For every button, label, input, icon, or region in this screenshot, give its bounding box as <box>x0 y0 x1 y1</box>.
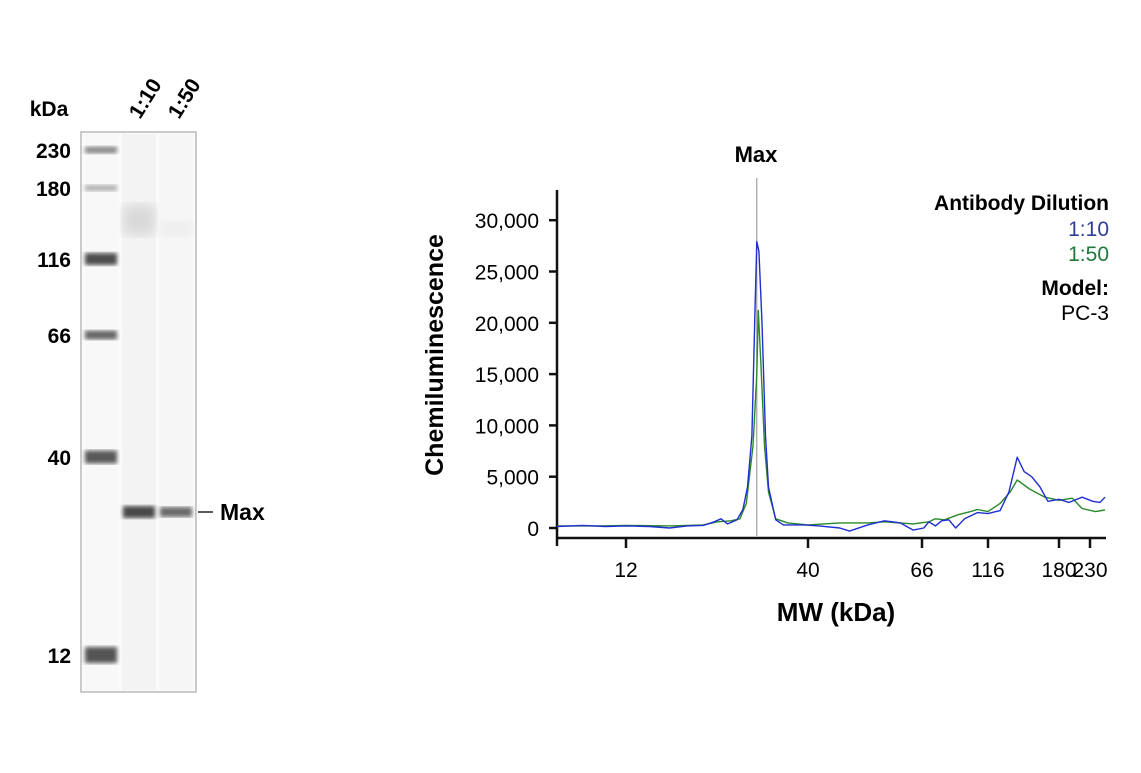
ladder-band-230 <box>85 146 117 154</box>
ladder-bands <box>85 146 117 663</box>
series-line-1-10 <box>556 241 1106 532</box>
x-tick-label: 180 <box>1041 559 1076 582</box>
max-band-label: Max <box>220 499 265 525</box>
ladder-band-66 <box>85 330 117 340</box>
lane-label-1: 1:10 <box>125 75 167 123</box>
ladder-band-180 <box>85 185 117 191</box>
y-tick-label: 30,000 <box>475 210 539 233</box>
legend: Antibody Dilution 1:10 1:50 Model: PC-3 <box>934 192 1109 325</box>
chart-panel: Max Chemiluminescence MW (kDa) 0 5,000 10,… <box>421 142 1109 627</box>
lane-ladder <box>84 134 118 690</box>
y-tick-label: 25,000 <box>475 262 539 285</box>
y-tick-label: 20,000 <box>475 313 539 336</box>
y-tick-label: 10,000 <box>475 415 539 438</box>
marker-label-40: 40 <box>48 447 71 470</box>
marker-label-12: 12 <box>48 645 71 668</box>
max-band-lane-2 <box>160 507 192 517</box>
y-tick-label: 5,000 <box>486 467 539 490</box>
ladder-band-40 <box>85 450 117 464</box>
y-tick-label: 0 <box>527 518 539 541</box>
series-line-1-50 <box>557 309 1106 527</box>
legend-title: Antibody Dilution <box>934 192 1109 215</box>
y-tick-label: 15,000 <box>475 364 539 387</box>
marker-labels: 230 180 116 66 40 12 <box>36 140 71 668</box>
blot-panel: kDa 1:10 1:50 230 180 116 66 40 12 Max <box>30 75 265 693</box>
ladder-band-116 <box>85 253 117 265</box>
lane-label-2: 1:50 <box>164 75 206 123</box>
x-tick-label: 116 <box>971 559 1004 582</box>
marker-label-116: 116 <box>37 249 71 272</box>
ladder-band-12 <box>85 647 117 663</box>
legend-series-1-10: 1:10 <box>1068 218 1109 241</box>
max-band-lane-1 <box>123 506 155 518</box>
kda-label: kDa <box>30 98 69 121</box>
x-tick-label: 12 <box>614 559 637 582</box>
marker-label-180: 180 <box>36 178 71 201</box>
y-axis-title: Chemiluminescence <box>421 234 449 476</box>
legend-model-title: Model: <box>1041 277 1109 300</box>
marker-label-230: 230 <box>36 140 71 163</box>
peak-label: Max <box>735 142 779 167</box>
x-tick-label: 40 <box>796 559 819 582</box>
lane-2-smear <box>160 222 192 236</box>
x-tick-label: 66 <box>910 559 933 582</box>
x-axis-title: MW (kDa) <box>777 597 895 627</box>
series <box>556 241 1106 532</box>
legend-model-value: PC-3 <box>1061 302 1109 325</box>
x-tick-label: 230 <box>1072 559 1107 582</box>
lane-1-smear <box>123 205 155 235</box>
y-ticks: 0 5,000 10,000 15,000 20,000 25,000 30,000 <box>475 210 557 541</box>
legend-series-1-50: 1:50 <box>1068 243 1109 266</box>
marker-label-66: 66 <box>48 325 71 348</box>
lane-2 <box>159 134 193 690</box>
